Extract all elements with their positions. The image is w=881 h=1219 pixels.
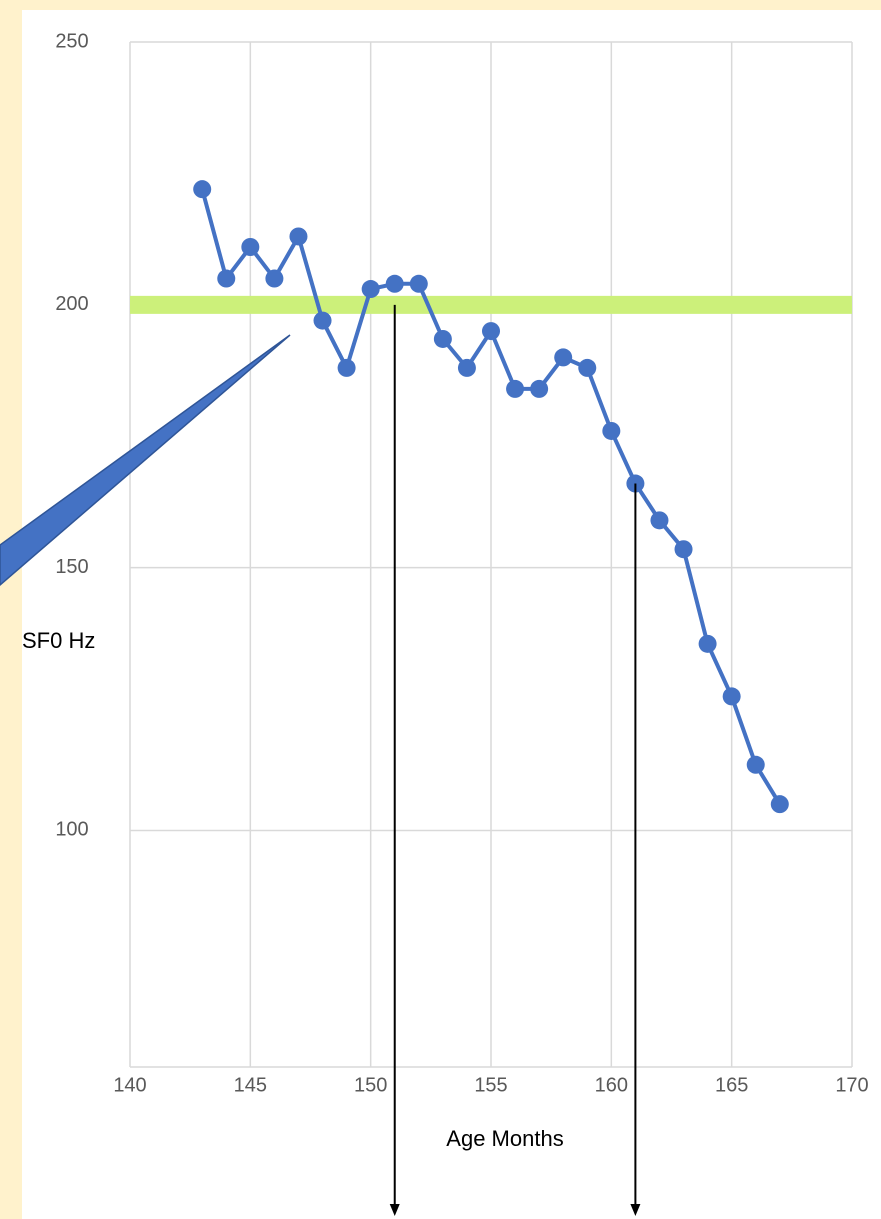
- data-point: [722, 687, 741, 706]
- data-point: [530, 379, 549, 398]
- x-tick-label: 145: [234, 1074, 267, 1096]
- data-point: [506, 379, 525, 398]
- data-point: [409, 274, 428, 293]
- data-point: [385, 274, 404, 293]
- x-tick-label: 165: [715, 1074, 748, 1096]
- y-tick-label: 250: [55, 30, 88, 52]
- data-point: [217, 269, 236, 288]
- chart-background: [22, 10, 881, 1219]
- data-point: [674, 540, 693, 559]
- data-point: [193, 180, 212, 199]
- x-tick-label: 160: [595, 1074, 628, 1096]
- data-point: [602, 421, 621, 440]
- y-tick-label: 200: [55, 293, 88, 315]
- data-point: [313, 311, 332, 330]
- data-point: [289, 227, 308, 246]
- x-tick-label: 170: [835, 1074, 868, 1096]
- y-tick-label: 150: [55, 556, 88, 578]
- y-annotation: SF0 Hz: [22, 628, 95, 653]
- callout: [0, 334, 291, 586]
- x-annotation: Age Months: [446, 1126, 563, 1151]
- data-point: [746, 755, 765, 774]
- data-point: [698, 634, 717, 653]
- data-point: [457, 358, 476, 377]
- arrow-head: [389, 1204, 400, 1216]
- data-point: [554, 348, 573, 367]
- arrow-head: [630, 1204, 641, 1216]
- data-point: [265, 269, 284, 288]
- data-point: [337, 358, 356, 377]
- data-point: [433, 329, 452, 348]
- x-tick-label: 140: [113, 1074, 146, 1096]
- y-tick-label: 100: [55, 819, 88, 841]
- data-point: [578, 358, 597, 377]
- data-point: [770, 795, 789, 814]
- data-point: [482, 322, 500, 341]
- x-tick-label: 155: [474, 1074, 507, 1096]
- x-tick-label: 150: [354, 1074, 387, 1096]
- data-point: [650, 511, 669, 530]
- data-point: [361, 280, 380, 299]
- data-point: [241, 238, 260, 256]
